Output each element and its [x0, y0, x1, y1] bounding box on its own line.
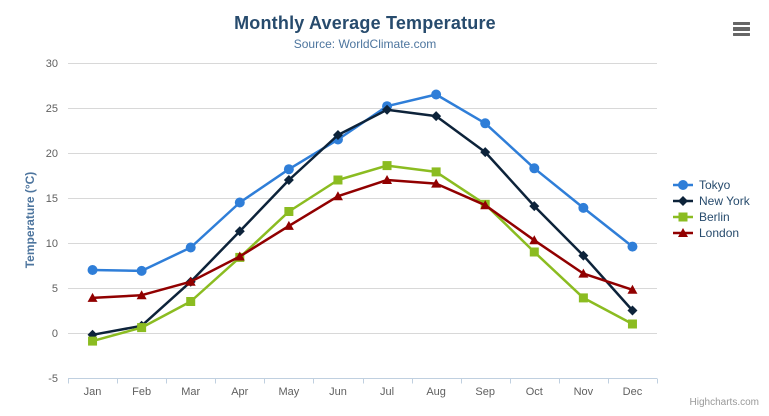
legend-square-icon	[673, 212, 693, 222]
square-marker[interactable]	[333, 175, 343, 185]
triangle-marker[interactable]	[332, 191, 343, 201]
circle-marker[interactable]	[283, 164, 294, 175]
series-line-london[interactable]	[91, 178, 634, 300]
legend-item-tokyo[interactable]: Tokyo	[672, 177, 750, 193]
y-axis-tick-label: 30	[46, 58, 58, 70]
chart-subtitle: Source: WorldClimate.com	[293, 37, 437, 51]
diamond-marker[interactable]	[529, 201, 540, 212]
triangle-marker[interactable]	[480, 200, 491, 210]
hamburger-icon	[733, 21, 751, 37]
diamond-marker[interactable]	[234, 226, 245, 237]
circle-marker[interactable]	[529, 163, 540, 174]
series-line-berlin[interactable]	[91, 164, 634, 343]
series-tokyo[interactable]	[87, 89, 638, 276]
square-marker[interactable]	[431, 167, 441, 177]
circle-marker[interactable]	[627, 241, 638, 252]
square-marker[interactable]	[284, 207, 294, 216]
circle-marker[interactable]	[185, 242, 196, 253]
triangle-marker[interactable]	[529, 235, 540, 245]
x-axis-tick-label: Apr	[231, 386, 248, 398]
circle-marker[interactable]	[234, 197, 245, 208]
triangle-marker[interactable]	[136, 290, 147, 300]
x-axis-tick-label: Jun	[329, 386, 347, 398]
circle-marker[interactable]	[87, 265, 98, 275]
square-marker[interactable]	[382, 161, 392, 171]
x-axis-tick-label: Aug	[426, 386, 446, 398]
diamond-marker[interactable]	[332, 130, 343, 140]
y-axis-tick-label: 0	[52, 328, 58, 340]
triangle-marker[interactable]	[627, 284, 638, 294]
square-marker[interactable]	[186, 297, 196, 306]
diamond-marker[interactable]	[283, 175, 294, 185]
triangle-marker[interactable]	[185, 276, 196, 286]
triangle-marker[interactable]	[283, 220, 294, 230]
diamond-marker[interactable]	[431, 111, 442, 122]
legend-item-berlin[interactable]: Berlin	[672, 209, 750, 225]
diamond-marker[interactable]	[678, 196, 688, 206]
square-marker[interactable]	[578, 293, 588, 303]
y-axis-tick-label: 25	[46, 103, 58, 115]
credits-link[interactable]: Highcharts.com	[689, 397, 759, 408]
legend-label: Tokyo	[699, 178, 731, 192]
legend-item-london[interactable]: London	[672, 225, 750, 241]
x-axis-tick-label: May	[278, 386, 299, 398]
triangle-marker[interactable]	[578, 268, 589, 278]
y-axis-tick-label: 10	[46, 238, 58, 250]
legend-triangle-icon	[673, 228, 693, 237]
y-axis-tick-label: -5	[48, 373, 58, 385]
triangle-marker[interactable]	[234, 251, 245, 261]
series-line-new-york[interactable]	[91, 108, 634, 337]
square-marker[interactable]	[678, 212, 688, 222]
legend-label: Berlin	[699, 210, 730, 224]
legend-item-new-york[interactable]: New York	[672, 193, 750, 209]
export-menu-button[interactable]	[731, 19, 753, 39]
series-new-york[interactable]	[87, 104, 638, 340]
triangle-marker[interactable]	[382, 175, 393, 184]
legend-label: New York	[699, 194, 750, 208]
x-axis-tick-label: Jan	[84, 386, 102, 398]
triangle-marker[interactable]	[678, 228, 688, 237]
square-marker[interactable]	[137, 323, 147, 333]
circle-marker[interactable]	[431, 89, 442, 100]
diamond-marker[interactable]	[382, 104, 393, 115]
triangle-marker[interactable]	[431, 178, 442, 188]
diamond-marker[interactable]	[627, 305, 638, 316]
series-line-tokyo[interactable]	[91, 93, 634, 273]
legend: Tokyo New York Berlin London	[672, 177, 750, 241]
y-axis-tick-label: 15	[46, 193, 58, 205]
x-axis-tick-label: Dec	[623, 386, 643, 398]
x-axis-tick-label: Oct	[526, 386, 543, 398]
series-london[interactable]	[87, 175, 638, 302]
square-marker[interactable]	[88, 336, 98, 346]
legend-label: London	[699, 226, 740, 240]
x-axis-tick-label: Sep	[475, 386, 495, 398]
circle-marker[interactable]	[480, 118, 491, 129]
y-axis-tick-label: 5	[52, 283, 58, 295]
diamond-marker[interactable]	[578, 250, 589, 261]
circle-marker[interactable]	[136, 265, 147, 276]
legend-circle-icon	[673, 180, 693, 190]
circle-marker[interactable]	[578, 202, 589, 213]
x-axis-tick-label: Mar	[181, 386, 200, 398]
x-axis-tick-label: Nov	[574, 386, 594, 398]
legend-diamond-icon	[673, 196, 693, 206]
square-marker[interactable]	[529, 247, 539, 257]
circle-marker[interactable]	[678, 180, 688, 190]
diamond-marker[interactable]	[480, 147, 491, 158]
triangle-marker[interactable]	[87, 292, 98, 302]
y-axis-tick-label: 20	[46, 148, 58, 160]
x-axis-tick-label: Jul	[380, 386, 394, 398]
chart-title: Monthly Average Temperature	[234, 13, 496, 33]
x-axis-tick-label: Feb	[132, 386, 151, 398]
square-marker[interactable]	[627, 319, 637, 329]
